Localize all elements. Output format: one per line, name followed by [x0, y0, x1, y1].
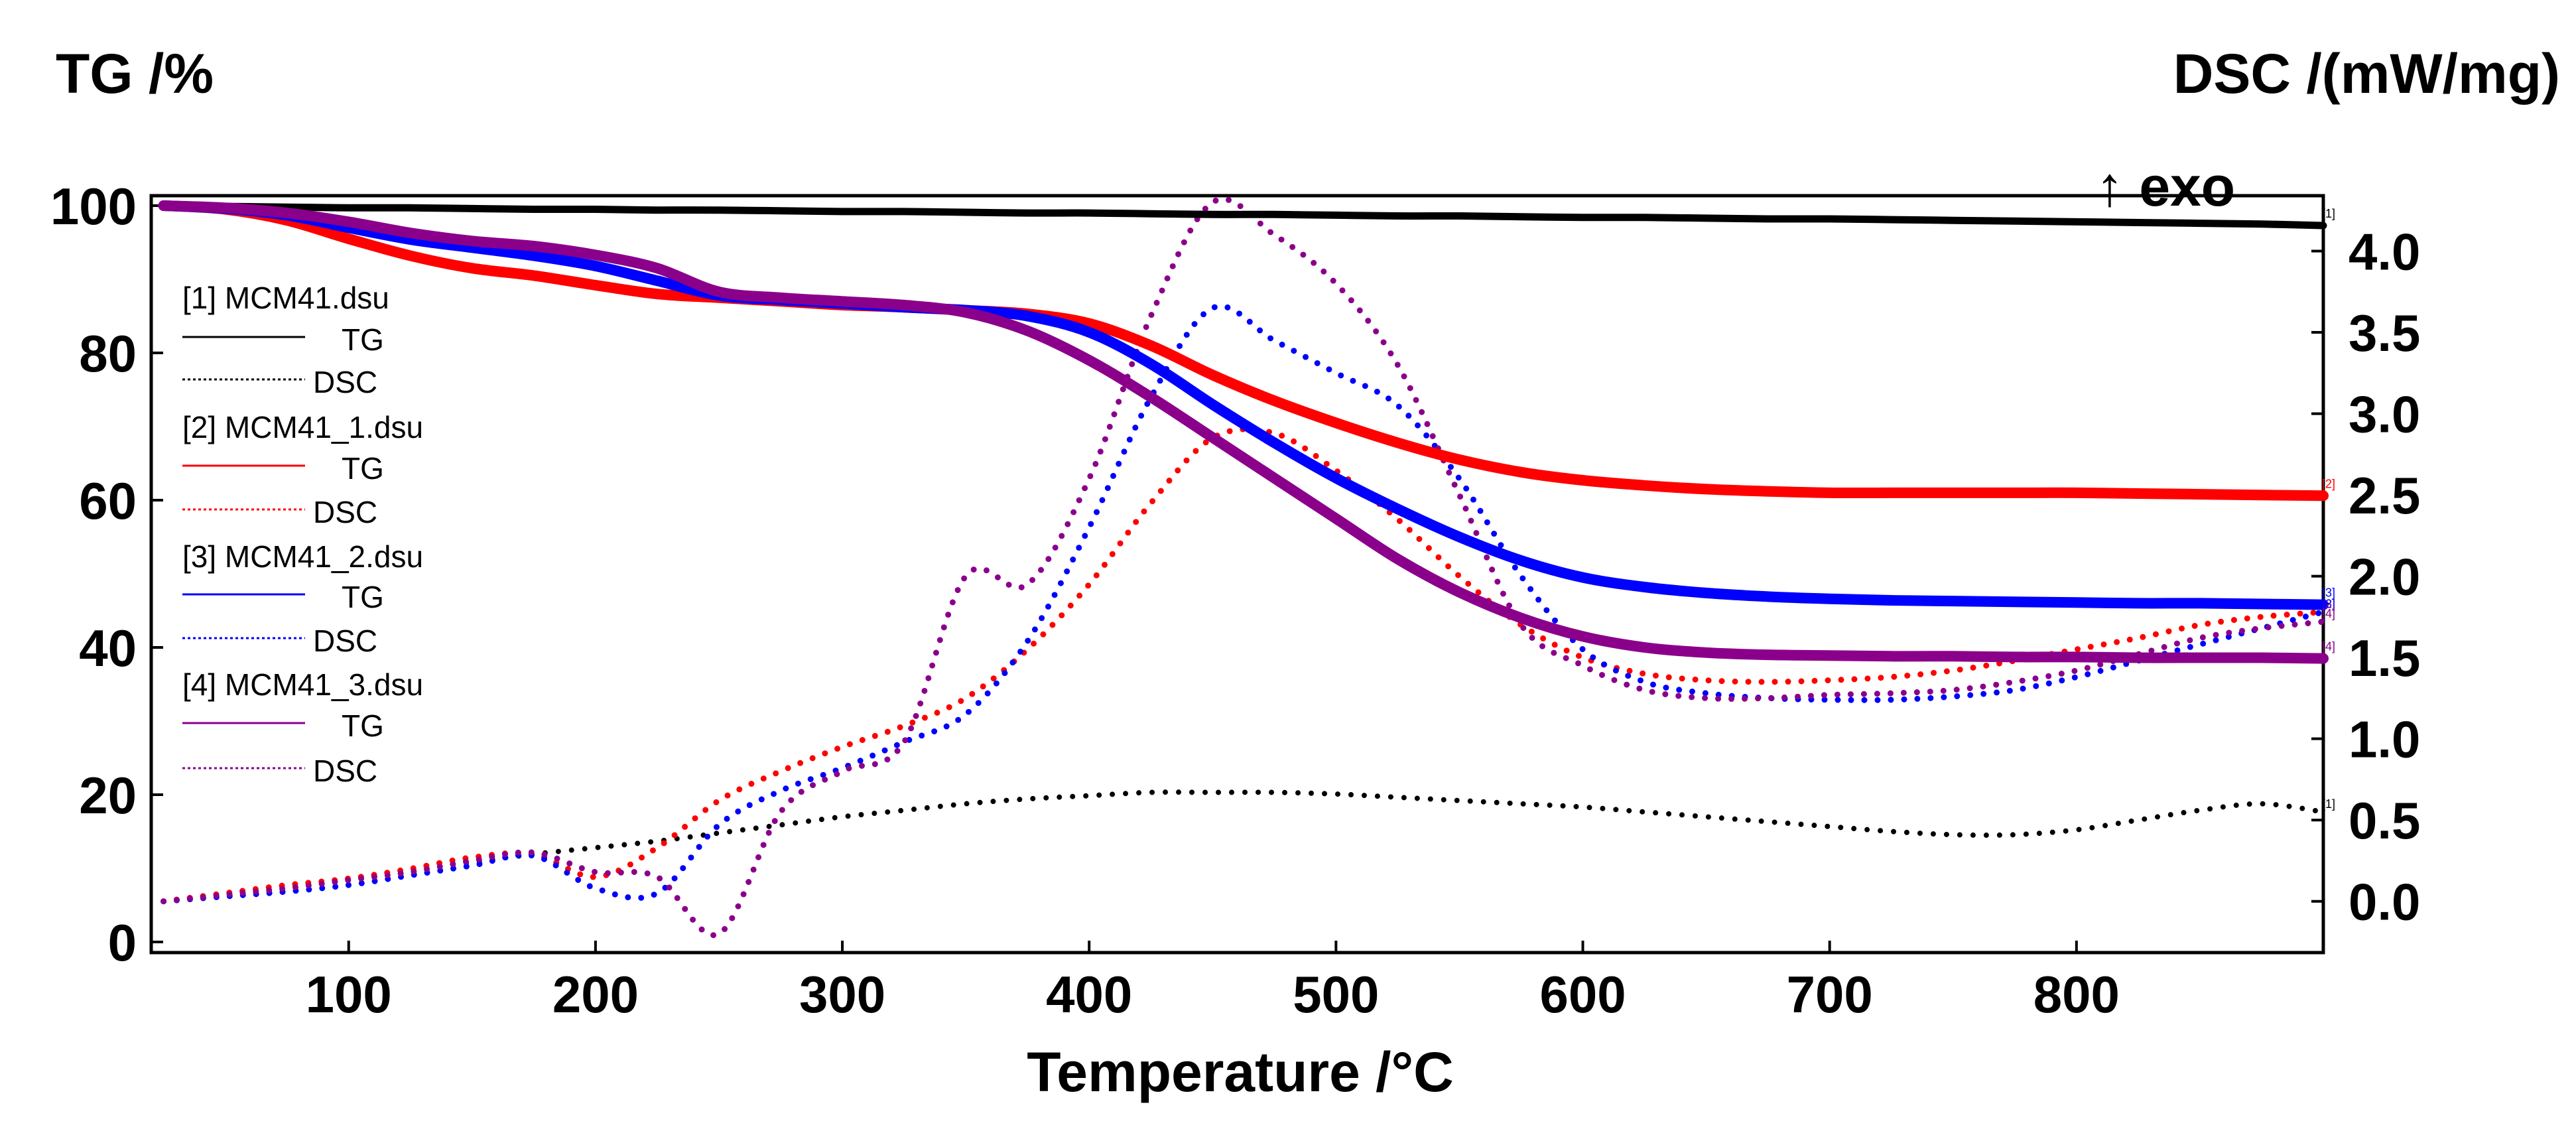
- legend-dsc-label-4: DSC: [313, 754, 377, 788]
- legend-group-2: [2] MCM41_1.dsu TG DSC: [182, 410, 423, 529]
- left-tick-label-80: 80: [79, 324, 137, 383]
- dsc-line-1: [161, 789, 2326, 904]
- x-tick-label-100: 100: [306, 965, 392, 1024]
- dsc-line-3: [161, 303, 2327, 905]
- tg-end-tag-4: [4]: [2322, 640, 2335, 653]
- dsc-end-tag-3: [3]: [2322, 598, 2335, 611]
- left-axis-title: TG /%: [56, 42, 214, 105]
- right-tick-label-2.0: 2.0: [2349, 548, 2420, 606]
- x-tick-label-300: 300: [799, 965, 885, 1024]
- data-series: [158, 196, 2329, 939]
- tg-end-tag-3: [3]: [2322, 586, 2335, 600]
- right-axis-title: DSC /(mW/mg): [2173, 42, 2560, 105]
- x-tick-label-800: 800: [2033, 965, 2120, 1024]
- x-tick-label-200: 200: [552, 965, 639, 1024]
- legend-file-2: [2] MCM41_1.dsu: [182, 410, 423, 444]
- right-tick-label-1.5: 1.5: [2349, 629, 2420, 687]
- series-end-tags: [1][2][3][4][1][2][3][4]: [2322, 207, 2335, 811]
- dsc-line-2: [161, 426, 2327, 905]
- right-tick-label-0.0: 0.0: [2349, 873, 2420, 931]
- x-tick-label-600: 600: [1539, 965, 1626, 1024]
- tg-line-2: [158, 200, 2329, 501]
- legend-tg-label-1: TG: [342, 322, 384, 357]
- tg-end-tag-1: [1]: [2322, 207, 2335, 220]
- axis-ticks: 100 200 300 400 500 600 700 800 0 20 40 60 80 100 0.0 0…: [50, 177, 2421, 1024]
- legend-tg-label-2: TG: [342, 451, 384, 486]
- legend-tg-label-4: TG: [342, 708, 384, 743]
- dsc-end-tag-4: [4]: [2322, 607, 2335, 620]
- tg-line-1: [160, 202, 2327, 230]
- left-tick-label-60: 60: [79, 472, 137, 530]
- legend-dsc-label-2: DSC: [313, 495, 377, 529]
- dsc-end-tag-1: [1]: [2322, 797, 2335, 811]
- right-tick-label-4.0: 4.0: [2349, 223, 2420, 281]
- exo-annotation: ↑ exo: [2096, 155, 2235, 218]
- x-tick-label-700: 700: [1787, 965, 1873, 1024]
- legend-file-1: [1] MCM41.dsu: [182, 281, 389, 315]
- right-tick-label-3.0: 3.0: [2349, 385, 2420, 444]
- tg-end-tag-2: [2]: [2322, 477, 2335, 490]
- left-tick-label-100: 100: [50, 177, 137, 235]
- legend-tg-label-3: TG: [342, 580, 384, 614]
- right-tick-label-0.5: 0.5: [2349, 791, 2420, 850]
- legend-file-3: [3] MCM41_2.dsu: [182, 539, 423, 574]
- legend-dsc-label-3: DSC: [313, 624, 377, 658]
- legend-group-3: [3] MCM41_2.dsu TG DSC: [182, 539, 423, 658]
- tg-line-4: [158, 200, 2329, 664]
- legend-group-1: [1] MCM41.dsu TG DSC: [182, 281, 389, 399]
- dsc-end-tag-2: [2]: [2322, 598, 2335, 611]
- right-tick-label-2.5: 2.5: [2349, 466, 2420, 525]
- right-tick-label-1.0: 1.0: [2349, 710, 2420, 769]
- plot-frame: [149, 194, 2325, 955]
- legend: [1] MCM41.dsu TG DSC [2] MCM41_1.dsu TG …: [182, 281, 423, 788]
- tg-line-3: [158, 200, 2329, 610]
- left-tick-label-0: 0: [108, 913, 137, 972]
- x-tick-label-400: 400: [1046, 965, 1132, 1024]
- x-tick-label-500: 500: [1293, 965, 1379, 1024]
- legend-group-4: [4] MCM41_3.dsu TG DSC: [182, 667, 423, 788]
- legend-file-4: [4] MCM41_3.dsu: [182, 667, 423, 702]
- left-tick-label-20: 20: [79, 766, 137, 825]
- x-axis-title: Temperature /°C: [1027, 1041, 1454, 1103]
- legend-dsc-label-1: DSC: [313, 365, 377, 399]
- right-tick-label-3.5: 3.5: [2349, 304, 2420, 362]
- left-tick-label-40: 40: [79, 619, 137, 677]
